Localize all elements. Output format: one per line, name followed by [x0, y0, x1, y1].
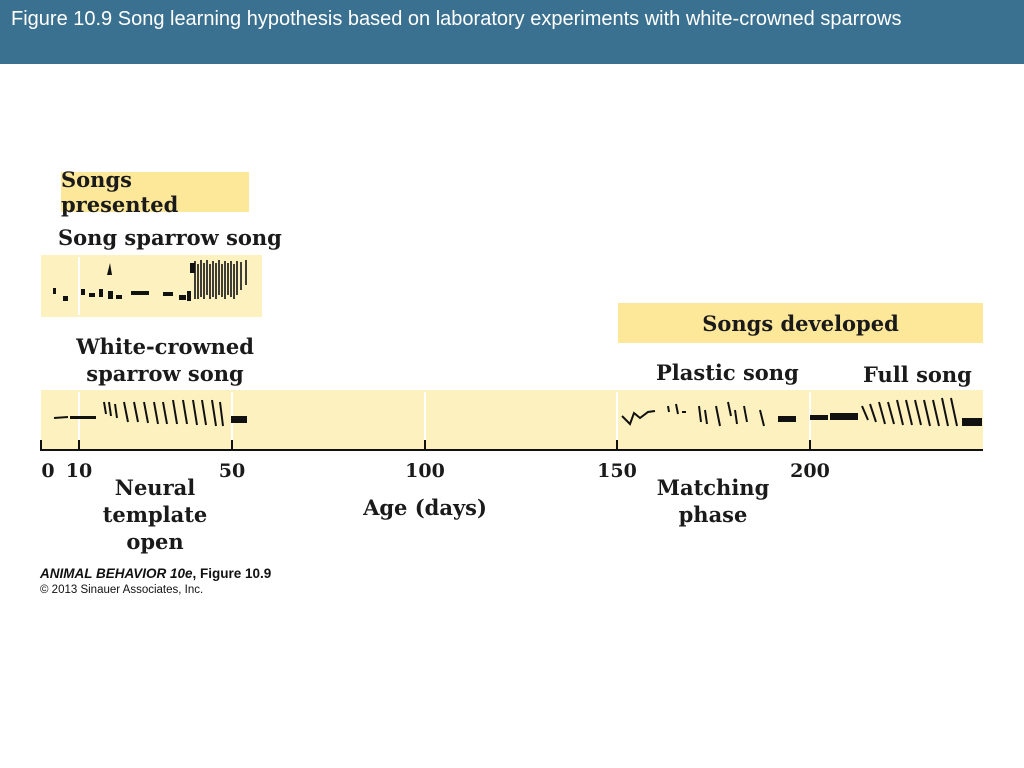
- full-song-label: Full song: [863, 362, 972, 387]
- tick-label-10: 10: [65, 460, 93, 482]
- neural-template-line1: Neural: [114, 475, 196, 500]
- songs-presented-header-text: Songs presented: [61, 167, 179, 217]
- caption-figure-number: , Figure 10.9: [192, 566, 272, 581]
- neural-template-line3: open: [126, 529, 184, 554]
- tick-label-50: 50: [218, 460, 246, 482]
- plastic-song-label: Plastic song: [656, 360, 799, 385]
- caption-book-title: ANIMAL BEHAVIOR 10e: [40, 566, 193, 581]
- tick-label-100: 100: [405, 460, 445, 482]
- slide-title-bar: Figure 10.9 Song learning hypothesis bas…: [0, 0, 1024, 64]
- white-crowned-label: White-crowned sparrow song: [75, 333, 255, 387]
- tick-label-150: 150: [597, 460, 637, 482]
- songs-developed-header-text: Songs developed: [702, 310, 899, 336]
- tick-label-200: 200: [790, 460, 830, 482]
- matching-phase-line2: phase: [678, 502, 748, 527]
- slide-title: Figure 10.9 Song learning hypothesis bas…: [11, 8, 902, 30]
- timeline-band: [41, 390, 983, 451]
- caption-book: ANIMAL BEHAVIOR 10e, Figure 10.9: [40, 566, 271, 581]
- timeline-svg: [40, 392, 983, 451]
- white-crowned-label-line1: White-crowned: [76, 334, 254, 359]
- matching-phase-line1: Matching: [656, 475, 770, 500]
- matching-phase-label: Matching phase: [652, 474, 774, 528]
- caption-copyright: © 2013 Sinauer Associates, Inc.: [40, 584, 204, 596]
- tick-label-0: 0: [41, 460, 55, 482]
- neural-template-label: Neural template open: [95, 474, 215, 555]
- age-axis-label: Age (days): [363, 495, 487, 520]
- songs-developed-header: Songs developed: [618, 303, 983, 343]
- neural-template-line2: template: [102, 502, 208, 527]
- song-sparrow-spectrogram: [53, 257, 247, 315]
- white-crowned-label-line2: sparrow song: [86, 361, 244, 386]
- song-sparrow-label: Song sparrow song: [58, 225, 282, 250]
- songs-presented-header: Songs presented: [61, 167, 249, 217]
